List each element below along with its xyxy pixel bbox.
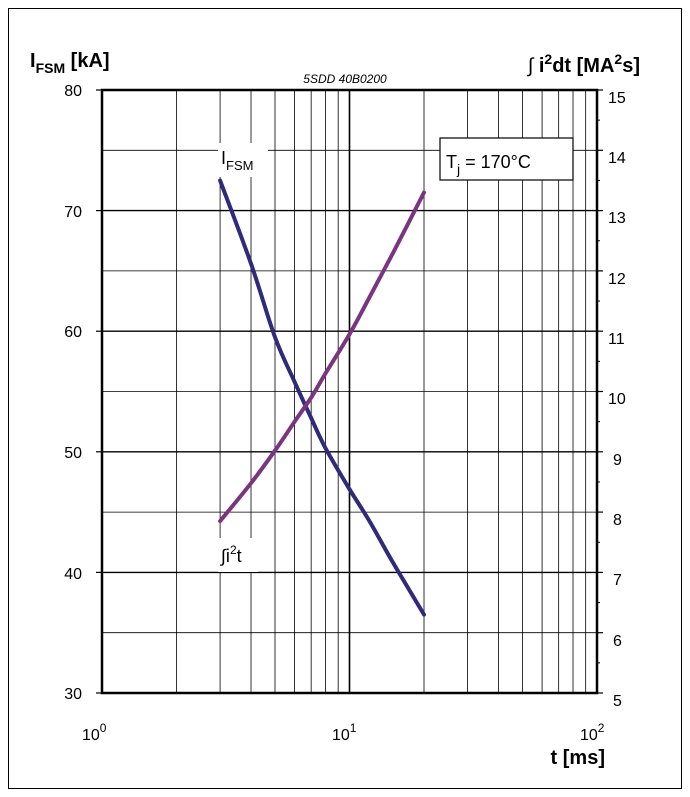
chart-reference: 5SDD 40B0200 <box>303 72 387 86</box>
y-right-tick-label: 11 <box>608 331 625 348</box>
y-right-title-sup: 2 <box>544 51 552 67</box>
y-left-tick-label: 50 <box>64 445 82 462</box>
series-label-i2t-end: t <box>237 546 242 566</box>
x-tick-label: 101 <box>332 721 357 744</box>
y-right-tick-label: 14 <box>608 150 626 167</box>
y-right-tick-label: 8 <box>613 512 622 529</box>
series-label-i2t: ∫i2t <box>219 543 242 566</box>
series-line-i2t <box>218 190 426 524</box>
y-right-title-mid: dt [MA <box>552 55 614 77</box>
x-axis-title: t [ms] <box>551 747 605 769</box>
y-right-title-prefix: ∫ <box>527 55 539 77</box>
series-line-ifsm <box>218 178 426 617</box>
y-left-title-sub: FSM <box>36 60 66 76</box>
y-right-tick-label: 5 <box>613 693 622 710</box>
y-left-tick-label: 30 <box>64 686 82 703</box>
y-left-tick-label: 60 <box>64 324 82 341</box>
series-label-ifsm: IFSM <box>221 148 253 173</box>
y-right-tick-label: 12 <box>608 271 626 288</box>
x-tick-label: 100 <box>82 721 107 744</box>
y-right-title-end: s] <box>622 55 640 77</box>
y-right-tick-label: 9 <box>613 452 622 469</box>
y-right-tick-label: 13 <box>608 210 626 227</box>
series-label-ifsm-main: I <box>221 148 226 168</box>
y-right-tick-label: 15 <box>608 90 626 107</box>
series-label-i2t-bg <box>218 538 258 572</box>
temperature-annotation: Tj = 170°C <box>446 152 531 177</box>
plot-border <box>100 88 599 695</box>
series-label-i2t-prefix: ∫i <box>219 546 230 566</box>
annotation-sub: j <box>456 161 460 177</box>
series-lines <box>218 178 426 617</box>
temperature-annotation-box <box>439 137 574 181</box>
y-right-tick-label: 6 <box>613 633 622 650</box>
y-left-title-main: I <box>30 50 36 72</box>
annotation-rest: = 170°C <box>460 152 531 172</box>
y-right-tick-label: 10 <box>608 391 626 408</box>
series-label-i2t-sup: 2 <box>230 543 237 557</box>
series-label-ifsm-sub: FSM <box>226 158 253 173</box>
y-left-tick-label: 70 <box>64 204 82 221</box>
y-left-tick-label: 40 <box>64 566 82 583</box>
y-left-title-rest: [kA] <box>65 50 109 72</box>
annotation-main: T <box>446 152 457 172</box>
x-tick-label: 102 <box>580 721 605 744</box>
y-right-title-sup2: 2 <box>614 51 622 67</box>
y-right-tick-label: 7 <box>613 572 622 589</box>
y-right-title-main: i <box>539 55 545 77</box>
y-right-axis-title: ∫ i2dt [MA2s] <box>527 51 640 77</box>
series-label-ifsm-bg <box>218 143 268 177</box>
y-left-tick-label: 80 <box>64 83 82 100</box>
y-left-axis-title: IFSM [kA] <box>30 50 110 76</box>
